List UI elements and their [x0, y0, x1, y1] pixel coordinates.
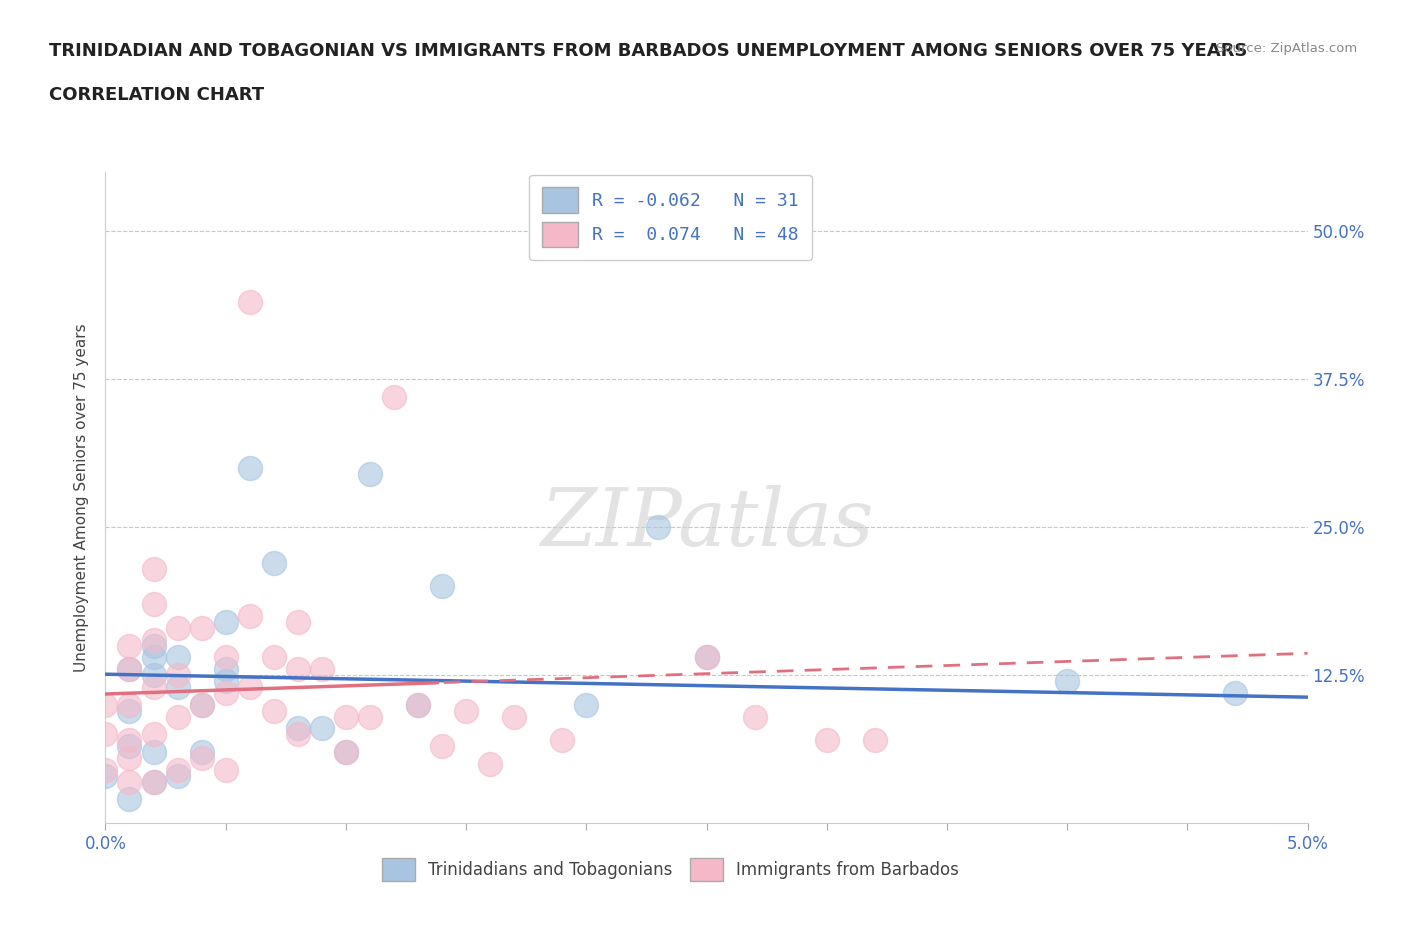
Point — [118, 638, 141, 653]
Point — [503, 709, 526, 724]
Point — [118, 698, 141, 712]
Point — [287, 727, 309, 742]
Point — [479, 756, 502, 771]
Point — [263, 650, 285, 665]
Point — [214, 685, 236, 700]
Point — [696, 650, 718, 665]
Point — [551, 733, 574, 748]
Point — [94, 768, 117, 783]
Point — [118, 733, 141, 748]
Point — [118, 738, 141, 753]
Point — [335, 709, 357, 724]
Point — [1056, 673, 1078, 688]
Point — [214, 650, 236, 665]
Point — [190, 751, 212, 765]
Point — [118, 792, 141, 807]
Point — [94, 727, 117, 742]
Point — [142, 668, 165, 683]
Point — [190, 745, 212, 760]
Point — [94, 763, 117, 777]
Point — [239, 608, 262, 623]
Point — [1225, 685, 1247, 700]
Point — [118, 751, 141, 765]
Text: Source: ZipAtlas.com: Source: ZipAtlas.com — [1216, 42, 1357, 55]
Point — [430, 738, 453, 753]
Point — [406, 698, 429, 712]
Point — [190, 620, 212, 635]
Point — [214, 662, 236, 677]
Point — [214, 763, 236, 777]
Point — [382, 390, 405, 405]
Point — [647, 520, 669, 535]
Point — [287, 721, 309, 736]
Text: CORRELATION CHART: CORRELATION CHART — [49, 86, 264, 103]
Point — [311, 662, 333, 677]
Point — [335, 745, 357, 760]
Point — [214, 673, 236, 688]
Point — [166, 763, 188, 777]
Point — [335, 745, 357, 760]
Point — [166, 768, 188, 783]
Point — [118, 662, 141, 677]
Point — [190, 698, 212, 712]
Legend: Trinidadians and Tobagonians, Immigrants from Barbados: Trinidadians and Tobagonians, Immigrants… — [374, 849, 967, 890]
Point — [166, 650, 188, 665]
Point — [263, 703, 285, 718]
Point — [142, 597, 165, 612]
Point — [311, 721, 333, 736]
Point — [118, 662, 141, 677]
Point — [94, 698, 117, 712]
Point — [575, 698, 598, 712]
Point — [815, 733, 838, 748]
Point — [287, 615, 309, 630]
Point — [142, 650, 165, 665]
Point — [166, 668, 188, 683]
Point — [142, 680, 165, 695]
Point — [166, 680, 188, 695]
Point — [263, 555, 285, 570]
Point — [190, 698, 212, 712]
Point — [239, 460, 262, 475]
Point — [406, 698, 429, 712]
Text: TRINIDADIAN AND TOBAGONIAN VS IMMIGRANTS FROM BARBADOS UNEMPLOYMENT AMONG SENIOR: TRINIDADIAN AND TOBAGONIAN VS IMMIGRANTS… — [49, 42, 1247, 60]
Point — [142, 638, 165, 653]
Point — [359, 709, 381, 724]
Point — [214, 615, 236, 630]
Point — [118, 703, 141, 718]
Point — [696, 650, 718, 665]
Point — [239, 295, 262, 310]
Point — [359, 467, 381, 482]
Text: ZIPatlas: ZIPatlas — [540, 485, 873, 563]
Point — [118, 774, 141, 789]
Point — [863, 733, 886, 748]
Point — [142, 774, 165, 789]
Point — [142, 774, 165, 789]
Point — [166, 709, 188, 724]
Y-axis label: Unemployment Among Seniors over 75 years: Unemployment Among Seniors over 75 years — [75, 324, 90, 671]
Point — [142, 632, 165, 647]
Point — [142, 745, 165, 760]
Point — [166, 620, 188, 635]
Point — [454, 703, 477, 718]
Point — [744, 709, 766, 724]
Point — [239, 680, 262, 695]
Point — [142, 727, 165, 742]
Point — [142, 561, 165, 576]
Point — [430, 578, 453, 593]
Point — [287, 662, 309, 677]
